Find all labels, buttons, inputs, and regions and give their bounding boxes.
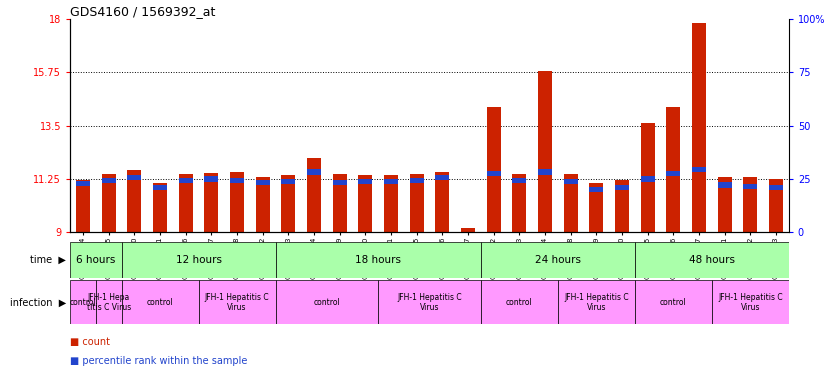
Bar	[410, 174, 424, 232]
Bar	[641, 123, 655, 232]
Bar	[204, 176, 218, 182]
Bar	[70, 242, 121, 278]
Bar	[487, 170, 501, 176]
Bar	[481, 242, 635, 278]
Bar	[121, 242, 276, 278]
Bar	[589, 187, 604, 192]
Bar	[70, 280, 96, 324]
Bar	[378, 280, 481, 324]
Bar	[435, 172, 449, 232]
Bar	[178, 174, 192, 232]
Bar	[178, 178, 192, 183]
Bar	[102, 178, 116, 183]
Text: JFH-1 Hepatitis C
Virus: JFH-1 Hepatitis C Virus	[205, 293, 269, 312]
Bar	[307, 158, 321, 232]
Bar	[276, 280, 378, 324]
Text: 12 hours: 12 hours	[176, 255, 221, 265]
Bar	[692, 23, 706, 232]
Bar	[96, 280, 121, 324]
Bar	[667, 107, 681, 232]
Bar	[230, 172, 244, 232]
Bar	[358, 175, 373, 232]
Bar	[127, 170, 141, 232]
Bar	[384, 175, 398, 232]
Bar	[558, 280, 635, 324]
Bar	[76, 181, 90, 186]
Bar	[563, 179, 577, 184]
Text: control: control	[660, 298, 686, 307]
Bar	[667, 170, 681, 176]
Text: ■ count: ■ count	[70, 337, 110, 347]
Bar	[512, 178, 526, 183]
Bar	[538, 169, 552, 175]
Bar	[512, 174, 526, 232]
Bar	[461, 228, 475, 232]
Bar	[153, 185, 167, 190]
Bar	[282, 179, 296, 184]
Bar	[635, 280, 712, 324]
Bar	[635, 242, 789, 278]
Bar	[255, 180, 270, 185]
Bar	[230, 178, 244, 183]
Text: JFH-1 Hepatitis C
Virus: JFH-1 Hepatitis C Virus	[718, 293, 783, 312]
Bar	[712, 280, 789, 324]
Bar	[127, 175, 141, 180]
Bar	[641, 176, 655, 182]
Bar	[410, 178, 424, 183]
Bar	[615, 185, 629, 190]
Bar	[282, 175, 296, 232]
Bar	[435, 175, 449, 180]
Bar	[76, 180, 90, 232]
Text: control: control	[506, 298, 533, 307]
Text: 18 hours: 18 hours	[355, 255, 401, 265]
Bar	[121, 280, 198, 324]
Text: 6 hours: 6 hours	[76, 255, 116, 265]
Text: control: control	[147, 298, 173, 307]
Bar	[769, 185, 783, 190]
Bar	[198, 280, 276, 324]
Bar	[481, 280, 558, 324]
Bar	[718, 182, 732, 187]
Text: control: control	[314, 298, 340, 307]
Bar	[333, 174, 347, 232]
Bar	[615, 180, 629, 232]
Text: ■ percentile rank within the sample: ■ percentile rank within the sample	[70, 356, 248, 366]
Text: time  ▶: time ▶	[31, 255, 66, 265]
Bar	[538, 71, 552, 232]
Bar	[276, 242, 481, 278]
Bar	[358, 179, 373, 184]
Bar	[384, 179, 398, 184]
Text: 48 hours: 48 hours	[689, 255, 735, 265]
Bar	[718, 177, 732, 232]
Bar	[692, 167, 706, 172]
Text: control: control	[69, 298, 97, 307]
Text: GDS4160 / 1569392_at: GDS4160 / 1569392_at	[70, 5, 216, 18]
Bar	[255, 177, 270, 232]
Text: infection  ▶: infection ▶	[10, 297, 66, 308]
Bar	[589, 183, 604, 232]
Bar	[487, 107, 501, 232]
Bar	[769, 179, 783, 232]
Bar	[102, 174, 116, 232]
Text: JFH-1 Hepatitis C
Virus: JFH-1 Hepatitis C Virus	[397, 293, 462, 312]
Text: 24 hours: 24 hours	[535, 255, 581, 265]
Bar	[333, 180, 347, 185]
Bar	[204, 173, 218, 232]
Text: JFH-1 Hepa
titis C Virus: JFH-1 Hepa titis C Virus	[87, 293, 131, 312]
Bar	[461, 233, 475, 238]
Bar	[307, 169, 321, 175]
Bar	[153, 183, 167, 232]
Text: JFH-1 Hepatitis C
Virus: JFH-1 Hepatitis C Virus	[564, 293, 629, 312]
Bar	[743, 184, 757, 189]
Bar	[743, 177, 757, 232]
Bar	[563, 174, 577, 232]
